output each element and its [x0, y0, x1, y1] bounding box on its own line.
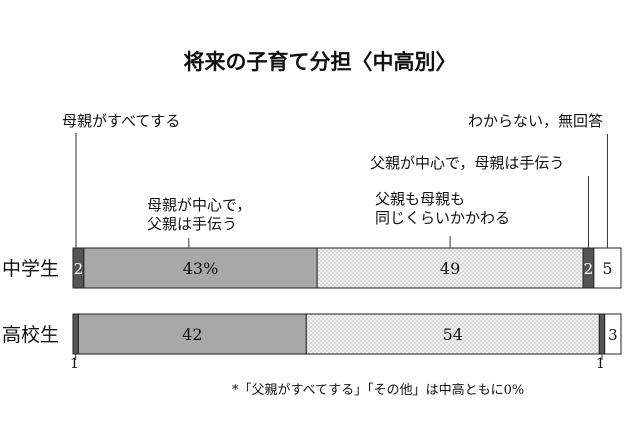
row-label-senior-high: 高校生: [2, 324, 60, 346]
value-label-junior-high-mother-main: 43%: [183, 259, 219, 278]
footnote: *「父親がすべてする」「その他」は中高ともに0%: [232, 383, 525, 398]
annotation-mother-main: 母親が中心で， 父親は手伝う: [147, 196, 252, 233]
chart-title: 将来の子育て分担〈中高別〉: [183, 50, 457, 74]
bar-senior-high-father-main: [598, 313, 606, 355]
annotation-mother-all: 母親がすべてする: [62, 112, 181, 130]
value-label-junior-high-both-equal: 49: [440, 259, 460, 278]
bar-senior-high-unknown: [604, 313, 622, 355]
bar-senior-high-mother-main: [77, 313, 307, 355]
bar-senior-high-mother-all: [72, 313, 79, 355]
annotation-unknown: わからない，無回答: [468, 112, 604, 130]
senior-mother-all-label: 1: [70, 356, 79, 372]
bar-junior-high-unknown: [593, 247, 622, 289]
bar-senior-high-both-equal: [305, 313, 600, 355]
bar-junior-high-mother-main: [83, 247, 318, 289]
value-label-junior-high-father-main: 2: [584, 260, 594, 278]
annotation-both-equal: 父親も母親も 同じくらいかかわる: [375, 190, 511, 227]
value-label-junior-high-unknown: 5: [602, 259, 612, 278]
annotation-father-main: 父親が中心で，母親は手伝う: [370, 154, 565, 172]
value-label-junior-high-mother-all: 2: [74, 260, 84, 278]
value-label-senior-high-both-equal: 54: [443, 325, 463, 344]
value-label-senior-high-unknown: 3: [608, 326, 618, 344]
row-label-junior-high: 中学生: [2, 258, 60, 280]
bar-junior-high-both-equal: [316, 247, 584, 289]
senior-father-main-label: 1: [596, 356, 605, 372]
value-label-senior-high-mother-main: 42: [182, 325, 202, 344]
